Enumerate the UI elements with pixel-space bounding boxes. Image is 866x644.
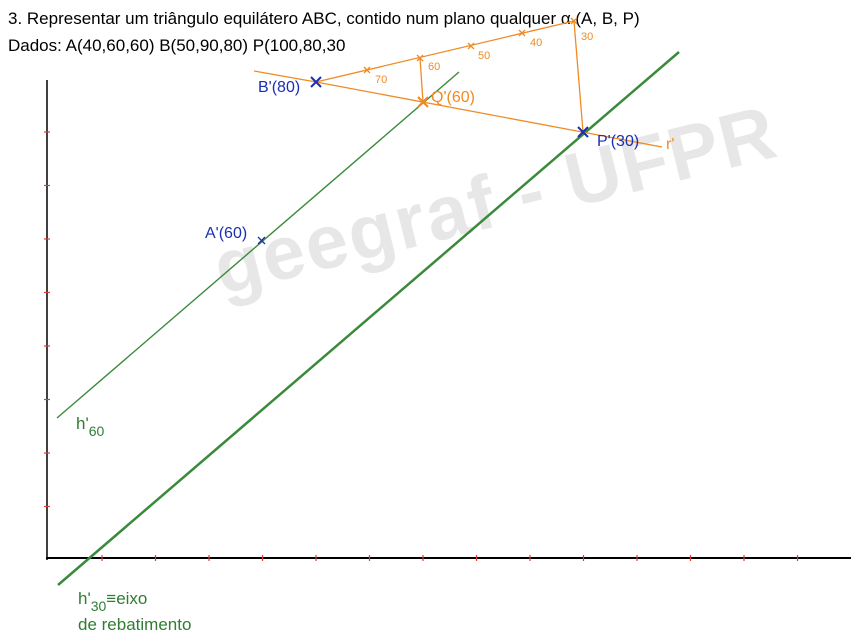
label-a: A'(60) bbox=[205, 225, 247, 242]
label-b: B'(80) bbox=[258, 79, 300, 96]
graduation-label-60: 60 bbox=[428, 61, 440, 73]
label-p: P'(30) bbox=[597, 133, 639, 150]
label-h60: h'60 bbox=[76, 414, 104, 439]
exercise-title: 3. Representar um triângulo equilátero A… bbox=[8, 9, 640, 28]
axis-ticks bbox=[44, 131, 799, 561]
point-a-marker bbox=[257, 236, 266, 245]
point-p-marker bbox=[577, 126, 589, 138]
label-r: r' bbox=[666, 136, 674, 153]
graduation-line bbox=[315, 20, 575, 83]
label-h30: h'30≡eixo bbox=[78, 589, 147, 614]
given-data: Dados: A(40,60,60) B(50,90,80) P(100,80,… bbox=[8, 36, 346, 55]
point-b-marker bbox=[310, 76, 322, 88]
label-h60-sub: 60 bbox=[89, 423, 105, 439]
graduation-label-70: 70 bbox=[375, 74, 387, 86]
graduation-label-40: 40 bbox=[530, 37, 542, 49]
graduation-label-30: 30 bbox=[581, 31, 593, 43]
label-h60-main: h' bbox=[76, 414, 89, 433]
label-h30-rest: ≡eixo bbox=[106, 589, 147, 608]
h30-line bbox=[57, 51, 680, 586]
label-h30-main: h' bbox=[78, 589, 91, 608]
label-h30-line2: de rebatimento bbox=[78, 615, 191, 634]
projector-p bbox=[573, 20, 584, 133]
top-line bbox=[253, 70, 317, 83]
point-q-marker bbox=[417, 96, 429, 108]
projector-q bbox=[419, 57, 424, 103]
label-h30-sub: 30 bbox=[91, 598, 107, 614]
label-q: Q'(60) bbox=[431, 89, 475, 106]
h60-line bbox=[56, 71, 460, 419]
graduation-marks bbox=[363, 17, 578, 74]
r-line bbox=[315, 81, 663, 148]
graduation-label-50: 50 bbox=[478, 50, 490, 62]
